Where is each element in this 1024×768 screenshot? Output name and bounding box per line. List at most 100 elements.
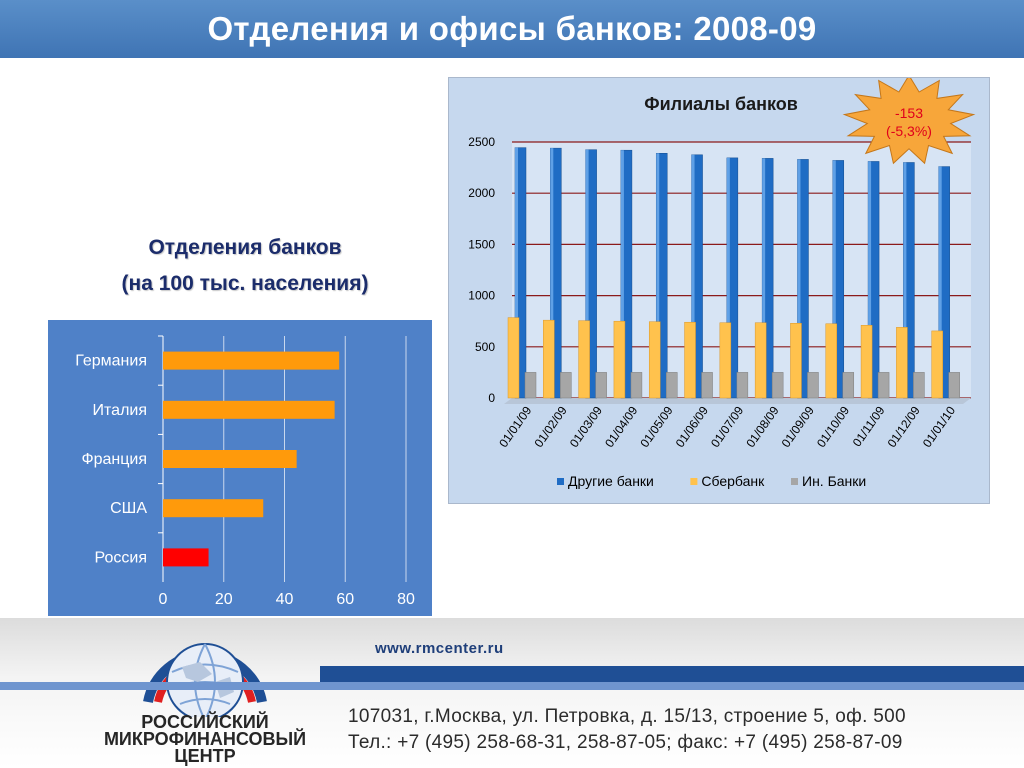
x-tick-label: 01/01/09 — [496, 403, 534, 450]
y-tick-label: Италия — [93, 402, 147, 419]
footer-stripe-dark — [320, 666, 1024, 682]
x-tick-label: 0 — [159, 591, 168, 608]
starburst-callout — [842, 74, 976, 165]
x-tick-label: 01/07/09 — [708, 403, 746, 450]
bar-foreign-banks-5 — [701, 372, 713, 399]
bar-sberbank-11 — [896, 327, 908, 399]
y-tick-label: 2000 — [468, 186, 495, 200]
bar-highlight — [903, 162, 907, 398]
bar-sberbank-5 — [684, 321, 696, 399]
title-bar: Отделения и офисы банков: 2008-09 — [0, 0, 1024, 58]
legend-swatch-1 — [690, 478, 698, 485]
x-tick-label: 01/06/09 — [673, 403, 711, 450]
bar-foreign-banks-9 — [842, 372, 855, 399]
bar-foreign-banks-6 — [736, 372, 749, 399]
bar-foreign-banks-1 — [560, 372, 572, 399]
bar-sberbank-3 — [613, 320, 626, 399]
legend-swatch-0 — [557, 478, 564, 485]
branches-column-chart-svg: 0500100015002000250001/01/0901/02/0901/0… — [468, 74, 976, 489]
bar-other-banks-2 — [585, 149, 597, 399]
bar-highlight — [585, 149, 589, 398]
y-tick-label: Франция — [81, 451, 147, 468]
bar-highlight — [550, 148, 554, 398]
bar-highlight — [726, 157, 730, 398]
y-tick-label: 0 — [488, 391, 495, 405]
bar-sberbank-6 — [719, 322, 732, 399]
bar-foreign-banks-7 — [771, 372, 784, 399]
bar-sberbank-8 — [790, 322, 802, 399]
chart-floor — [504, 398, 971, 404]
chart-title: Филиалы банков — [644, 94, 798, 114]
rmc-logo: РОССИЙСКИЙ МИКРОФИНАНСОВЫЙ ЦЕНТР — [100, 622, 310, 768]
bar-highlight — [762, 158, 766, 398]
bar-4 — [163, 548, 209, 567]
x-tick-label: 01/04/09 — [602, 403, 640, 450]
legend-label-1: Сбербанк — [701, 473, 765, 489]
bar-foreign-banks-0 — [524, 372, 537, 399]
bar-highlight — [515, 147, 518, 398]
bar-other-banks-1 — [550, 147, 562, 399]
x-tick-label: 40 — [276, 591, 294, 608]
bar-sberbank-7 — [754, 322, 767, 399]
y-tick-label: США — [110, 500, 147, 517]
x-tick-label: 01/10/09 — [814, 403, 852, 450]
branches-column-chart: 0 500 1000 1500 2000 2500 01/01/09 01/02/09 01/0… — [448, 74, 990, 504]
x-tick-label: 80 — [397, 591, 415, 608]
x-tick-label: 01/02/09 — [532, 403, 570, 450]
bar-3 — [163, 499, 264, 518]
x-tick-label: 01/12/09 — [885, 403, 923, 450]
horizontal-bar-chart: 0 20 40 60 80 Германия Италия Франция США Россия — [48, 320, 432, 616]
bar-sberbank-12 — [931, 330, 943, 399]
website-link[interactable]: www.rmcenter.ru — [375, 640, 504, 657]
bar-foreign-banks-8 — [807, 372, 819, 399]
bar-highlight — [797, 159, 801, 398]
y-tick-label: Германия — [75, 353, 147, 370]
logo-line1: РОССИЙСКИЙ — [141, 712, 269, 732]
bar-1 — [163, 400, 335, 419]
slide-title: Отделения и офисы банков: 2008-09 — [207, 10, 817, 47]
bar-sberbank-1 — [543, 319, 555, 399]
y-tick-label: 2500 — [468, 135, 495, 149]
bar-sberbank-4 — [648, 321, 661, 399]
bar-highlight — [938, 166, 942, 398]
x-tick-label: 20 — [215, 591, 233, 608]
bar-0 — [163, 351, 340, 370]
horizontal-bar-chart-svg: 0 20 40 60 80 Германия Италия Франция США Россия — [75, 335, 415, 608]
footer: РОССИЙСКИЙ МИКРОФИНАНСОВЫЙ ЦЕНТР www.rmc… — [0, 618, 1024, 768]
contact-block: 107031, г.Москва, ул. Петровка, д. 15/13… — [348, 704, 906, 756]
bar-other-banks-5 — [691, 154, 703, 399]
bar-highlight — [691, 154, 695, 398]
bar-highlight — [620, 150, 624, 398]
footer-stripe-light — [0, 682, 1024, 690]
x-tick-label: 01/05/09 — [637, 403, 675, 450]
y-tick-label: 1000 — [468, 289, 495, 303]
bar-other-banks-10 — [867, 161, 880, 399]
x-tick-label: 01/11/09 — [850, 403, 888, 449]
bar-foreign-banks-4 — [665, 372, 678, 399]
bar-foreign-banks-12 — [948, 372, 960, 399]
bar-foreign-banks-2 — [595, 372, 607, 399]
phone-line: Тел.: +7 (495) 258-68-31, 258-87-05; фак… — [348, 732, 903, 753]
x-tick-label: 01/01/10 — [920, 403, 958, 450]
callout-value: -153 — [895, 105, 923, 121]
y-tick-label: 500 — [475, 340, 495, 354]
x-tick-label: 01/09/09 — [779, 403, 817, 450]
address-line: 107031, г.Москва, ул. Петровка, д. 15/13… — [348, 706, 906, 727]
logo-line2: МИКРОФИНАНСОВЫЙ — [103, 729, 307, 749]
bar-highlight — [656, 153, 660, 398]
x-tick-label: 60 — [336, 591, 354, 608]
logo-text: РОССИЙСКИЙ МИКРОФИНАНСОВЫЙ ЦЕНТР — [100, 712, 310, 765]
globe-logo-icon — [143, 643, 267, 721]
left-chart-heading: Отделения банков (на 100 тыс. населения) — [60, 230, 430, 302]
bar-sberbank-2 — [578, 320, 590, 399]
legend-label-2: Ин. Банки — [802, 473, 866, 489]
bar-2 — [163, 450, 297, 468]
bar-other-banks-7 — [761, 158, 774, 399]
legend-label-0: Другие банки — [568, 473, 654, 489]
x-tick-label: 01/03/09 — [567, 403, 605, 450]
bar-foreign-banks-11 — [913, 372, 925, 399]
y-tick-label: 1500 — [468, 237, 495, 251]
bar-sberbank-0 — [507, 317, 520, 399]
legend-swatch-2 — [791, 478, 798, 485]
bar-sberbank-9 — [825, 323, 838, 399]
